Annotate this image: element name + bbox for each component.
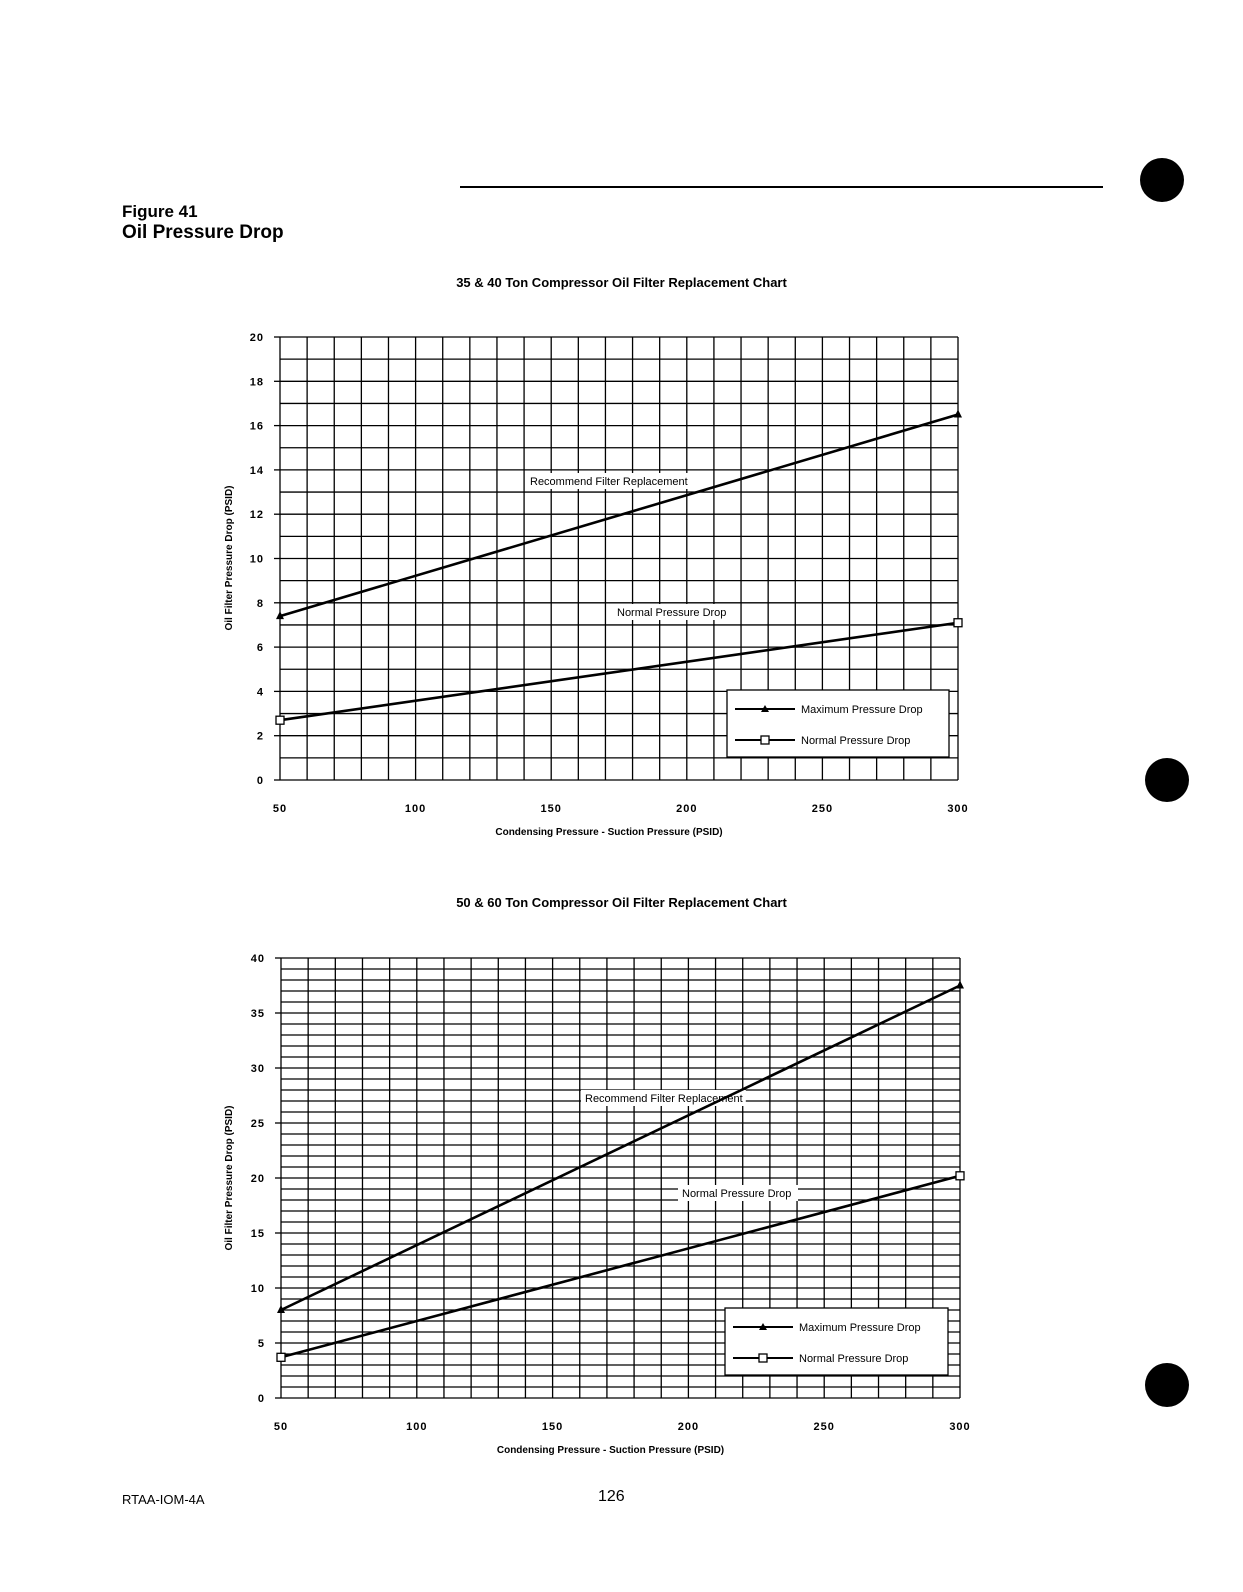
annotation-background (678, 1185, 798, 1201)
square-marker (275, 715, 285, 725)
triangle-marker (956, 980, 964, 989)
x-tick-label: 100 (405, 803, 426, 815)
y-tick-label: 0 (258, 1393, 265, 1405)
x-tick-label: 250 (812, 803, 833, 815)
x-tick-label: 50 (274, 1421, 288, 1433)
annotation-background (581, 1090, 746, 1106)
y-tick-label: 18 (250, 376, 264, 388)
x-tick-label: 200 (678, 1421, 699, 1433)
annotation-label: Normal Pressure Drop (682, 1188, 791, 1200)
y-tick-label: 0 (257, 775, 264, 787)
y-tick-label: 14 (250, 465, 264, 477)
series-line-normal (280, 1174, 961, 1359)
chart-2: 0 5 10 15 20 25 30 35 40 50 100 150 200 250 300 Condens… (224, 953, 970, 1456)
square-marker (955, 1171, 965, 1181)
chart-2-title: 50 & 60 Ton Compressor Oil Filter Replac… (456, 895, 787, 910)
triangle-marker (277, 1305, 285, 1313)
annotation-label: Recommend Filter Replacement (530, 476, 688, 488)
x-tick-label: 100 (406, 1421, 427, 1433)
y-tick-label: 10 (250, 554, 264, 566)
annotation-label: Normal Pressure Drop (617, 607, 726, 619)
y-tick-label: 15 (251, 1228, 265, 1240)
legend-square-marker (758, 1353, 768, 1363)
x-tick-label: 250 (814, 1421, 835, 1433)
series-line-maximum (280, 984, 961, 1312)
y-tick-label: 20 (251, 1173, 265, 1185)
y-tick-label: 30 (251, 1063, 265, 1075)
footer-page-number: 126 (598, 1488, 625, 1505)
triangle-marker (954, 409, 962, 418)
legend-box (724, 1307, 949, 1376)
square-marker (276, 1352, 286, 1362)
y-tick-label: 8 (257, 598, 264, 610)
y-axis-label: Oil Filter Pressure Drop (PSID) (224, 485, 235, 630)
x-axis-label: Condensing Pressure - Suction Pressure (… (497, 1445, 724, 1456)
y-tick-label: 40 (251, 953, 265, 965)
x-tick-label: 200 (676, 803, 697, 815)
legend-triangle-marker (761, 705, 769, 712)
y-tick-label: 6 (257, 642, 264, 654)
legend-triangle-marker (759, 1323, 767, 1330)
x-tick-label: 150 (542, 1421, 563, 1433)
figure-title: Oil Pressure Drop (122, 222, 284, 243)
punch-hole-top (1140, 158, 1184, 202)
x-tick-label: 300 (947, 803, 968, 815)
legend-label: Normal Pressure Drop (799, 1353, 908, 1365)
figure-number: Figure 41 (122, 202, 198, 221)
header-rule (460, 186, 1103, 188)
legend-square-marker (760, 735, 770, 745)
punch-hole-middle (1145, 758, 1189, 802)
legend-label: Maximum Pressure Drop (801, 704, 923, 716)
y-tick-label: 2 (257, 731, 264, 743)
footer-document-code: RTAA-IOM-4A (122, 1492, 205, 1507)
y-axis-label: Oil Filter Pressure Drop (PSID) (224, 1105, 235, 1250)
y-tick-label: 4 (257, 686, 264, 698)
y-tick-label: 10 (251, 1283, 265, 1295)
chart-1: 0 2 4 6 8 10 12 14 16 18 20 50 100 150 200 250 300 Conden… (224, 332, 968, 838)
punch-hole-bottom (1145, 1363, 1189, 1407)
annotation-background (526, 473, 691, 489)
x-tick-label: 300 (949, 1421, 970, 1433)
y-tick-label: 35 (251, 1008, 265, 1020)
chart-1-title: 35 & 40 Ton Compressor Oil Filter Replac… (456, 275, 787, 290)
legend-box (726, 689, 950, 758)
y-tick-label: 5 (258, 1338, 265, 1350)
y-tick-label: 20 (250, 332, 264, 344)
square-marker (953, 618, 963, 628)
series-line-normal (279, 621, 959, 722)
triangle-marker (276, 611, 284, 620)
legend-label: Maximum Pressure Drop (799, 1322, 921, 1334)
legend-label: Normal Pressure Drop (801, 735, 910, 747)
annotation-background (613, 604, 733, 620)
series-line-maximum (279, 413, 959, 618)
y-tick-label: 25 (251, 1118, 265, 1130)
annotation-label: Recommend Filter Replacement (585, 1093, 743, 1105)
x-tick-label: 150 (541, 803, 562, 815)
x-tick-label: 50 (273, 803, 287, 815)
y-tick-label: 16 (250, 421, 264, 433)
y-tick-label: 12 (250, 509, 264, 521)
x-axis-label: Condensing Pressure - Suction Pressure (… (495, 827, 722, 838)
